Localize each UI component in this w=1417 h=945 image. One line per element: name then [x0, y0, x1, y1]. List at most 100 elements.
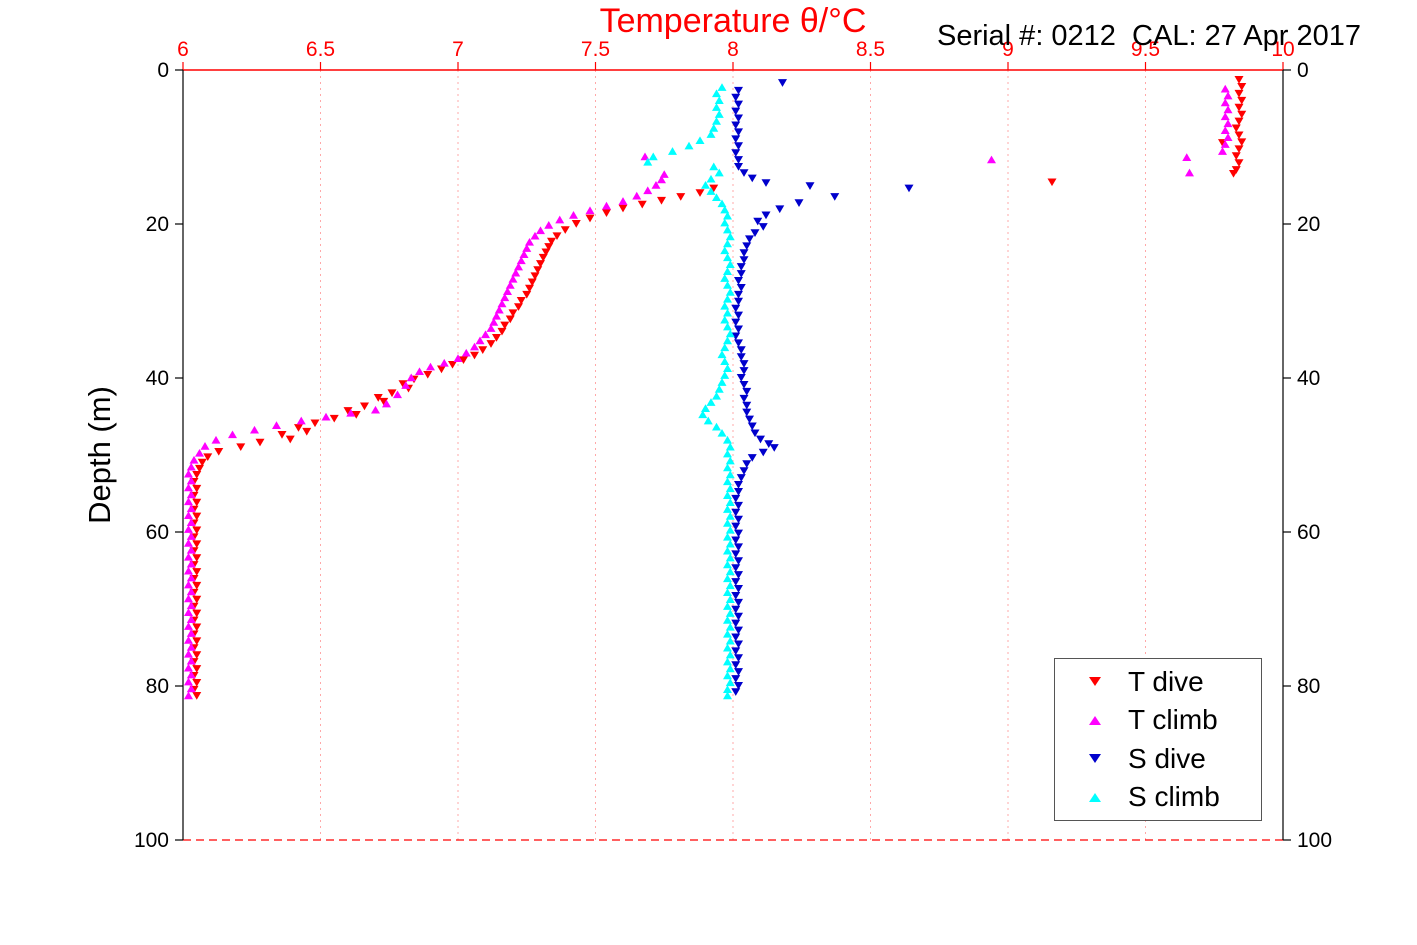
marker-triangle-up — [519, 250, 529, 258]
marker-triangle-up — [1223, 91, 1233, 100]
marker-triangle-down — [195, 464, 204, 473]
marker-triangle-down — [734, 311, 743, 320]
marker-triangle-up — [720, 205, 730, 214]
marker-triangle-up — [1223, 119, 1233, 128]
marker-triangle-up — [486, 324, 496, 332]
marker-triangle-up — [725, 636, 735, 645]
marker-triangle-up — [186, 518, 196, 526]
marker-triangle-down — [1234, 76, 1244, 84]
marker-triangle-down — [192, 512, 202, 521]
marker-triangle-down — [192, 637, 202, 646]
marker-triangle-down — [904, 184, 914, 193]
legend-item-t-climb: T climb — [1055, 704, 1261, 736]
marker-triangle-up — [211, 435, 221, 444]
marker-triangle-up — [723, 560, 732, 569]
marker-triangle-down — [192, 623, 202, 632]
marker-triangle-up — [723, 253, 732, 262]
marker-triangle-down — [192, 484, 202, 493]
marker-triangle-down — [192, 665, 202, 673]
marker-triangle-up — [723, 336, 732, 345]
marker-triangle-up — [189, 455, 199, 464]
marker-triangle-up — [720, 315, 730, 324]
marker-triangle-up — [725, 498, 735, 506]
marker-triangle-down — [736, 474, 746, 482]
marker-triangle-up — [470, 342, 479, 351]
marker-triangle-down — [508, 309, 518, 318]
marker-triangle-down — [294, 424, 303, 432]
y-tick-label-right: 80 — [1297, 675, 1320, 698]
y-tick-label-right: 40 — [1297, 367, 1320, 390]
marker-triangle-down — [747, 422, 757, 431]
marker-triangle-down — [736, 353, 746, 361]
marker-triangle-down — [736, 374, 746, 382]
marker-triangle-down — [778, 79, 787, 87]
marker-triangle-down — [618, 204, 628, 213]
marker-triangle-up — [717, 378, 727, 386]
marker-triangle-up — [640, 152, 650, 161]
marker-triangle-down — [1047, 178, 1057, 187]
marker-triangle-up — [525, 237, 534, 246]
marker-triangle-down — [739, 249, 749, 257]
marker-triangle-down — [360, 402, 369, 411]
marker-triangle-down — [192, 651, 202, 659]
marker-triangle-down — [775, 205, 785, 214]
marker-triangle-down — [505, 315, 515, 324]
y-tick-label-left: 40 — [146, 367, 169, 390]
marker-triangle-down — [734, 501, 743, 510]
marker-triangle-up — [272, 421, 281, 429]
x-tick-label: 7 — [452, 38, 464, 61]
marker-triangle-down — [255, 438, 265, 447]
marker-triangle-down — [739, 256, 749, 264]
marker-triangle-up — [186, 476, 196, 485]
marker-triangle-up — [987, 155, 996, 164]
marker-triangle-up — [184, 649, 193, 658]
y-tick-label-left: 80 — [146, 675, 169, 698]
marker-triangle-up — [701, 181, 710, 189]
marker-triangle-down — [758, 223, 768, 231]
marker-triangle-down — [192, 609, 202, 618]
marker-triangle-up — [186, 490, 196, 499]
marker-triangle-up — [725, 609, 735, 617]
marker-triangle-down — [731, 550, 741, 559]
marker-triangle-up — [536, 226, 545, 235]
marker-triangle-down — [1231, 124, 1241, 133]
marker-triangle-down — [731, 591, 741, 600]
marker-triangle-up — [500, 293, 510, 302]
marker-triangle-down — [423, 370, 433, 379]
marker-triangle-up — [723, 225, 732, 234]
marker-triangle-down — [731, 536, 741, 545]
marker-triangle-up — [494, 305, 504, 314]
marker-triangle-down — [736, 283, 746, 292]
marker-triangle-up — [453, 354, 463, 362]
marker-triangle-up — [717, 199, 727, 208]
marker-triangle-up — [602, 201, 611, 210]
marker-triangle-up — [725, 595, 735, 603]
marker-triangle-down — [731, 508, 741, 517]
marker-triangle-down — [585, 214, 595, 223]
marker-triangle-down — [192, 568, 202, 576]
marker-triangle-down — [192, 540, 202, 549]
legend-label-t-dive: T dive — [1128, 665, 1204, 697]
marker-triangle-down — [192, 581, 202, 590]
marker-triangle-up — [714, 385, 724, 393]
marker-triangle-up — [544, 221, 554, 229]
s-dive-marker-icon — [1089, 754, 1101, 764]
marker-triangle-down — [731, 107, 741, 116]
marker-triangle-down — [734, 163, 743, 171]
marker-triangle-down — [486, 340, 496, 348]
marker-triangle-down — [739, 467, 749, 475]
y-tick-label-left: 20 — [146, 213, 169, 236]
marker-triangle-down — [739, 169, 749, 177]
marker-triangle-down — [734, 626, 743, 635]
marker-triangle-down — [192, 526, 202, 535]
marker-triangle-down — [731, 149, 741, 157]
marker-triangle-up — [184, 469, 193, 478]
marker-triangle-up — [1220, 126, 1230, 135]
marker-triangle-down — [536, 260, 545, 268]
marker-triangle-down — [547, 237, 556, 246]
marker-triangle-up — [651, 181, 661, 189]
marker-triangle-down — [560, 226, 570, 234]
x-tick-label: 10 — [1271, 38, 1294, 61]
marker-triangle-down — [1234, 89, 1244, 98]
